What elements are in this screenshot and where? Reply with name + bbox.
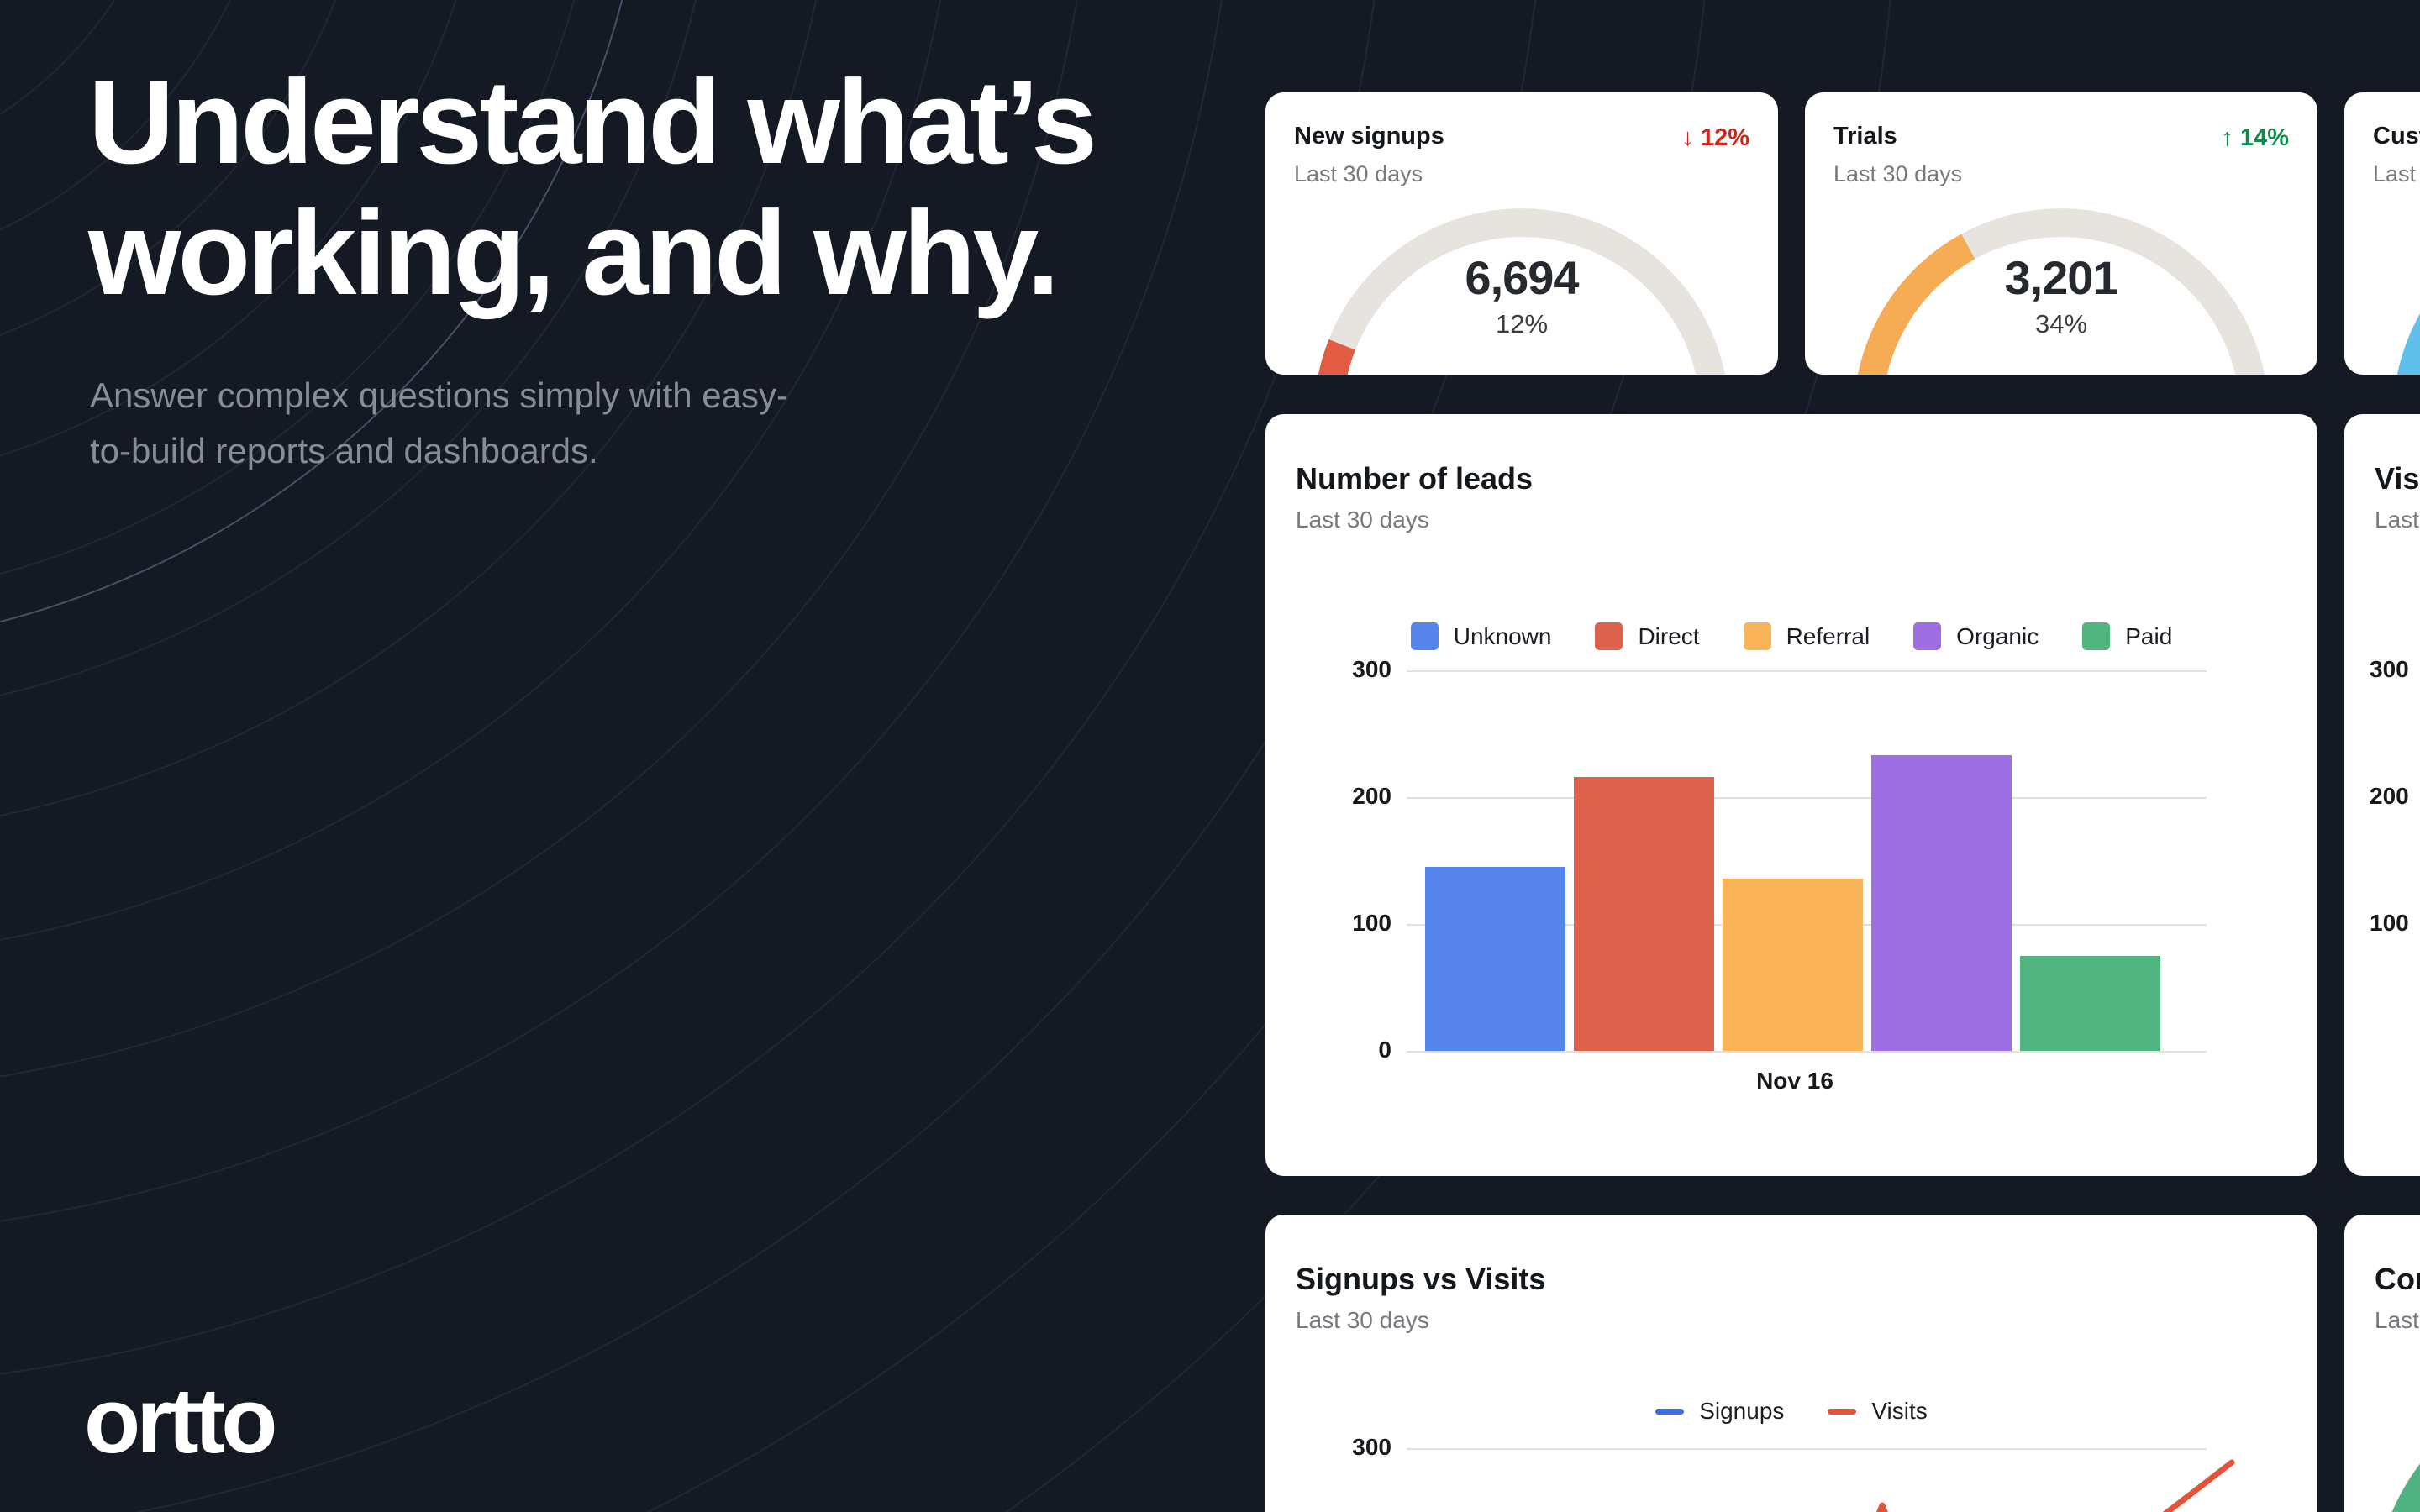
y-tick-300: 300 — [2370, 656, 2409, 682]
card-visits[interactable]: Visits Last 30 days 300 200 100 — [2344, 414, 2420, 1176]
legend-label: Direct — [1638, 622, 1700, 649]
y-tick-300: 300 — [1352, 1434, 1392, 1460]
conversions-gauge — [2391, 1463, 2420, 1512]
legend-swatch — [1410, 622, 1439, 650]
card-title: Customers — [2373, 123, 2420, 150]
y-tick-0: 0 — [1378, 1037, 1392, 1063]
arrow-up-icon: ↑ — [2221, 124, 2233, 151]
legend-swatch — [2082, 622, 2111, 650]
y-tick-100: 100 — [2370, 910, 2409, 936]
gridline-0 — [1407, 1051, 2207, 1053]
visits-line — [1876, 1459, 2235, 1512]
delta-badge: ↓ 12% — [1681, 124, 1749, 152]
card-number-of-leads[interactable]: Number of leads Last 30 days Unknown Dir… — [1265, 414, 2317, 1176]
page-subtitle: Answer complex questions simply with eas… — [90, 375, 788, 470]
metric-value: 3,201 — [2004, 251, 2118, 304]
gridline-300 — [1407, 670, 2207, 672]
legend-swatch — [1743, 622, 1771, 650]
card-title: Number of leads — [1296, 461, 1534, 496]
signups-visits-chart — [1876, 1459, 2235, 1512]
card-period: Last 30 days — [2375, 1307, 2420, 1333]
delta-badge: ↑ 14% — [2221, 124, 2289, 152]
legend-swatch — [1595, 622, 1623, 650]
metric-value: 6,694 — [1465, 251, 1579, 304]
bar-referral[interactable] — [1723, 879, 1863, 1051]
legend-item-visits[interactable]: Visits — [1828, 1398, 1928, 1425]
legend-item-direct[interactable]: Direct — [1595, 622, 1700, 650]
bar-paid[interactable] — [2020, 956, 2160, 1051]
legend-label: Organic — [1956, 622, 2039, 649]
card-signups-vs-visits[interactable]: Signups vs Visits Last 30 days Signups V… — [1265, 1215, 2317, 1512]
bar-organic[interactable] — [1871, 755, 2012, 1051]
page-title-line2: working, and why. — [88, 186, 1060, 321]
card-period: Last 30 days — [1296, 1307, 1429, 1333]
bar-direct[interactable] — [1574, 777, 1714, 1051]
leads-legend: Unknown Direct Referral Organic Paid — [1265, 622, 2317, 650]
legend-item-referral[interactable]: Referral — [1743, 622, 1870, 650]
legend-label: Paid — [2125, 622, 2173, 649]
card-customers[interactable]: Customers Last 30 days — [2344, 92, 2420, 375]
card-title: Conversions — [2375, 1262, 2420, 1296]
y-tick-200: 200 — [2370, 783, 2409, 809]
x-tick-nov16: Nov 16 — [1756, 1068, 1833, 1094]
card-title: Signups vs Visits — [1296, 1262, 1546, 1296]
card-conversions[interactable]: Conversions Last 30 days — [2344, 1215, 2420, 1512]
ortto-logo: ortto — [84, 1369, 277, 1473]
card-title: New signups — [1294, 123, 1444, 150]
delta-value: 12% — [1700, 124, 1749, 151]
line-legend: Signups Visits — [1265, 1398, 2317, 1425]
gridline-200 — [1407, 797, 2207, 799]
page-title-line1: Understand what’s — [88, 55, 1097, 189]
y-tick-300: 300 — [1352, 656, 1392, 682]
card-title: Trials — [1833, 123, 1897, 150]
legend-item-signups[interactable]: Signups — [1655, 1398, 1784, 1425]
metric-percent: 34% — [2034, 309, 2088, 339]
legend-item-unknown[interactable]: Unknown — [1410, 622, 1552, 650]
page-title: Understand what’s working, and why. — [88, 55, 1097, 321]
bar-unknown[interactable] — [1425, 867, 1565, 1051]
legend-item-paid[interactable]: Paid — [2082, 622, 2172, 650]
legend-label: Signups — [1699, 1398, 1785, 1424]
metric-percent: 12% — [1495, 309, 1549, 339]
card-period: Last 30 days — [2375, 507, 2420, 533]
legend-label: Visits — [1871, 1398, 1928, 1424]
y-tick-100: 100 — [1352, 910, 1392, 936]
delta-value: 14% — [2239, 124, 2289, 151]
card-period: Last 30 days — [1833, 161, 1963, 186]
arrow-down-icon: ↓ — [1681, 124, 1694, 151]
card-new-signups[interactable]: New signups Last 30 days ↓ 12% 6,694 12% — [1265, 92, 1778, 375]
card-trials[interactable]: Trials Last 30 days ↑ 14% 3,201 34% — [1805, 92, 2317, 375]
gridline-300 — [1407, 1448, 2207, 1450]
legend-line-swatch — [1828, 1408, 1857, 1415]
card-period: Last 30 days — [1296, 507, 1429, 533]
legend-label: Referral — [1786, 622, 1870, 649]
card-title: Visits — [2375, 461, 2420, 496]
legend-line-swatch — [1655, 1408, 1685, 1415]
y-tick-200: 200 — [1352, 783, 1392, 809]
legend-label: Unknown — [1453, 622, 1552, 649]
legend-swatch — [1913, 622, 1942, 650]
legend-item-organic[interactable]: Organic — [1913, 622, 2039, 650]
card-period: Last 30 days — [2373, 161, 2420, 186]
dashboard: New signups Last 30 days ↓ 12% 6,694 12%… — [1265, 92, 2420, 1512]
card-period: Last 30 days — [1294, 161, 1423, 186]
